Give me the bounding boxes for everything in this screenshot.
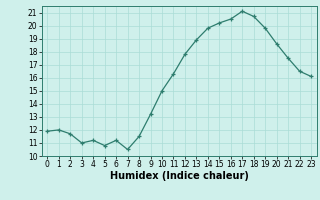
X-axis label: Humidex (Indice chaleur): Humidex (Indice chaleur): [110, 171, 249, 181]
